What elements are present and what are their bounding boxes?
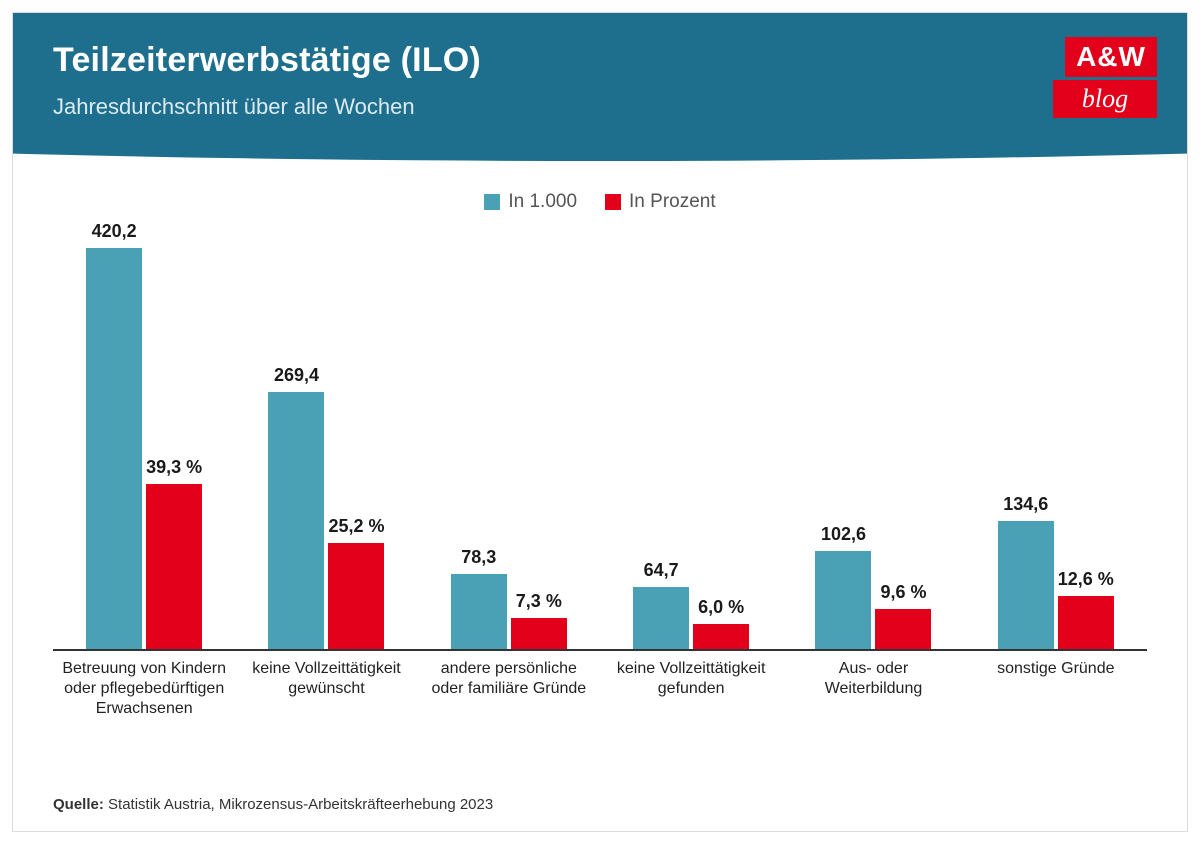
x-axis-label: sonstige Gründe — [965, 659, 1147, 719]
bar-value-label: 78,3 — [461, 547, 496, 568]
legend-swatch-values — [484, 194, 500, 210]
logo-line1: A&W — [1065, 37, 1157, 77]
bar-group: 420,239,3 % — [53, 248, 235, 649]
bar-value: 269,4 — [268, 392, 324, 649]
bar-percent: 7,3 % — [511, 618, 567, 649]
bar-percent: 9,6 % — [875, 609, 931, 649]
x-axis-labels: Betreuung von Kindern oder pflegebedürft… — [53, 659, 1147, 719]
x-axis-label: keine Vollzeittätigkeit gefunden — [600, 659, 782, 719]
plot-area: 420,239,3 %269,425,2 %78,37,3 %64,76,0 %… — [53, 231, 1147, 651]
source-text: Statistik Austria, Mikrozensus-Arbeitskr… — [108, 796, 493, 813]
bar-percent-label: 6,0 % — [698, 597, 744, 618]
bar-group: 269,425,2 % — [235, 392, 417, 649]
bar-percent: 6,0 % — [693, 624, 749, 649]
bar-value-label: 420,2 — [92, 221, 137, 242]
source-prefix: Quelle: — [53, 796, 108, 813]
logo-line2: blog — [1053, 80, 1157, 118]
bar-group: 102,69,6 % — [782, 551, 964, 649]
legend-item-percent: In Prozent — [605, 191, 716, 213]
bar-group: 64,76,0 % — [600, 587, 782, 649]
chart-card: Teilzeiterwerbstätige (ILO) Jahresdurchs… — [12, 12, 1188, 832]
x-axis-label: Betreuung von Kindern oder pflegebedürft… — [53, 659, 235, 719]
bar-value: 134,6 — [998, 521, 1054, 649]
bar-percent-label: 25,2 % — [328, 516, 384, 537]
legend: In 1.000 In Prozent — [13, 191, 1187, 213]
source-line: Quelle: Statistik Austria, Mikrozensus-A… — [53, 796, 493, 813]
bar-percent: 39,3 % — [146, 484, 202, 649]
bar-value: 78,3 — [451, 574, 507, 649]
bar-value-label: 64,7 — [644, 560, 679, 581]
bar-group: 78,37,3 % — [418, 574, 600, 649]
aw-blog-logo: A&W blog — [1047, 37, 1157, 118]
x-axis-label: keine Vollzeittätigkeit gewünscht — [235, 659, 417, 719]
bar-value-label: 134,6 — [1003, 494, 1048, 515]
bar-percent-label: 12,6 % — [1058, 569, 1114, 590]
legend-swatch-percent — [605, 194, 621, 210]
bar-group: 134,612,6 % — [965, 521, 1147, 649]
bar-percent-label: 7,3 % — [516, 591, 562, 612]
bar-value-label: 102,6 — [821, 524, 866, 545]
bar-chart: 420,239,3 %269,425,2 %78,37,3 %64,76,0 %… — [53, 231, 1147, 719]
bar-value-label: 269,4 — [274, 365, 319, 386]
bar-percent-label: 9,6 % — [880, 582, 926, 603]
chart-title: Teilzeiterwerbstätige (ILO) — [53, 41, 1147, 80]
bar-percent: 25,2 % — [328, 543, 384, 649]
legend-label-percent: In Prozent — [629, 191, 716, 213]
bar-value: 64,7 — [633, 587, 689, 649]
bar-value: 420,2 — [86, 248, 142, 649]
bar-value: 102,6 — [815, 551, 871, 649]
x-axis-label: Aus- oder Weiterbildung — [782, 659, 964, 719]
bar-percent-label: 39,3 % — [146, 457, 202, 478]
legend-label-values: In 1.000 — [508, 191, 577, 213]
x-axis-label: andere persönliche oder familiäre Gründe — [418, 659, 600, 719]
chart-subtitle: Jahresdurchschnitt über alle Wochen — [53, 94, 1147, 120]
legend-item-values: In 1.000 — [484, 191, 577, 213]
header: Teilzeiterwerbstätige (ILO) Jahresdurchs… — [13, 13, 1187, 161]
bar-percent: 12,6 % — [1058, 596, 1114, 649]
